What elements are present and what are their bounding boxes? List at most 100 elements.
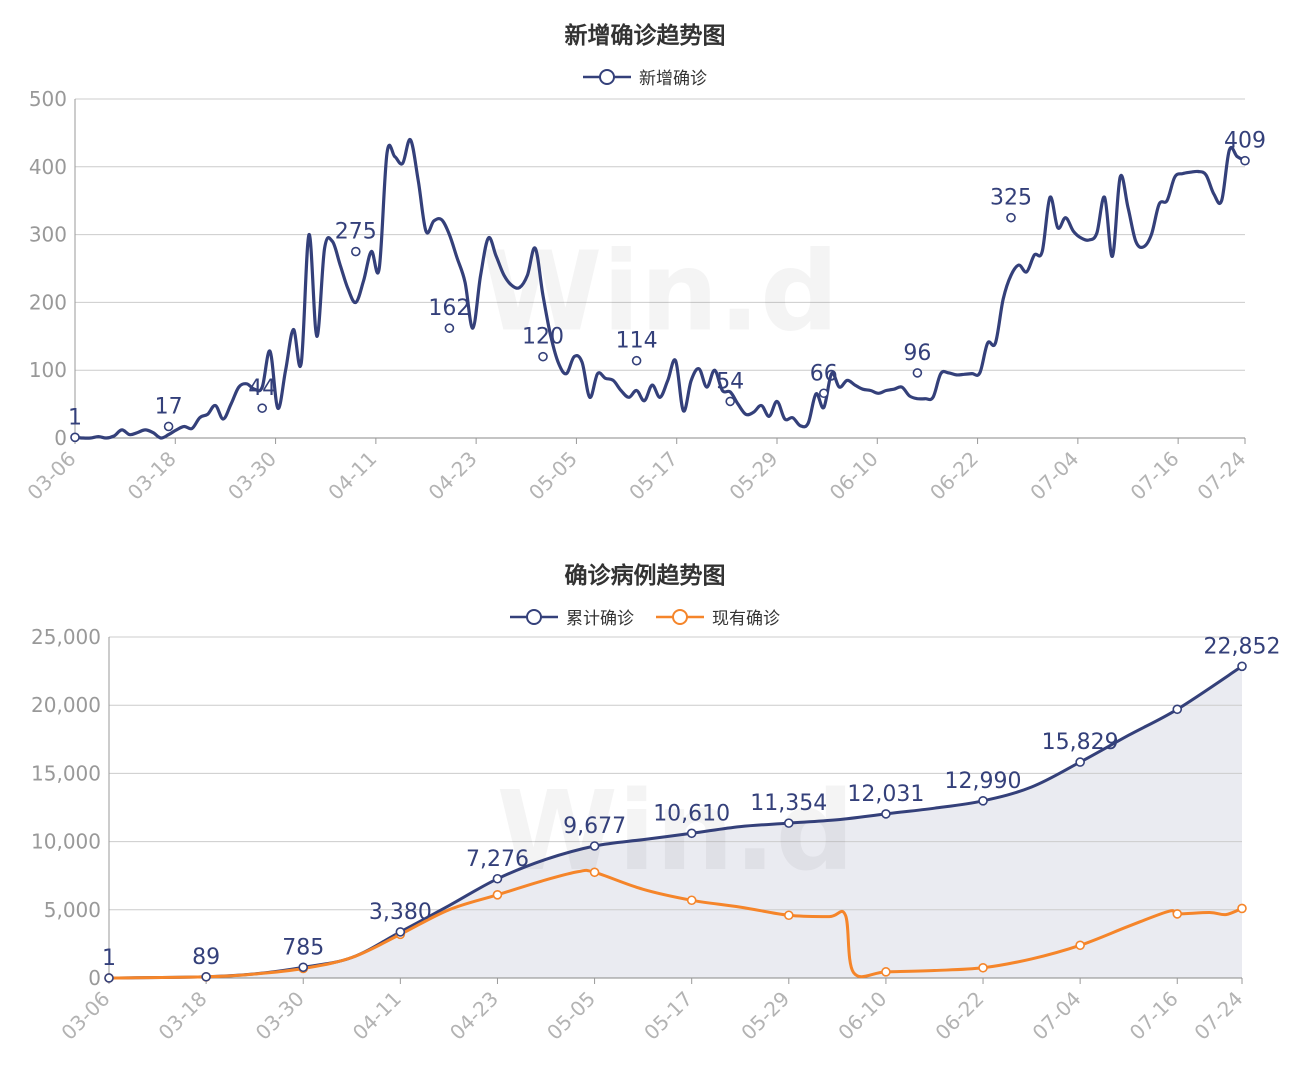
data-point-marker xyxy=(881,967,891,977)
y-tick-label: 5,000 xyxy=(44,898,101,922)
data-point-marker xyxy=(1237,903,1247,914)
x-tick-label: 03-18 xyxy=(154,987,212,1045)
data-point-marker xyxy=(1172,704,1183,715)
data-point-marker xyxy=(818,388,829,399)
watermark: Win.d xyxy=(481,228,839,356)
data-label: 409 xyxy=(1224,129,1266,154)
new-cases-chart-panel: 新增确诊趋势图 新增确诊 0 100 200 300 400 500 03-06 03-18 0… xyxy=(0,0,1290,530)
data-point-marker xyxy=(104,973,114,983)
y-tick-label: 20,000 xyxy=(31,693,101,717)
x-tick-label: 06-10 xyxy=(825,447,883,505)
data-point-marker xyxy=(1237,661,1247,672)
data-point-marker xyxy=(725,396,736,407)
x-tick-label: 07-24 xyxy=(1192,447,1250,505)
data-point-marker xyxy=(1172,909,1183,919)
new-cases-plot: 0 100 200 300 400 500 03-06 03-18 03-30 04-11 04-2… xyxy=(22,87,1266,505)
total-cases-plot: 0 5,000 10,000 15,000 20,000 25,000 03-06 03-18… xyxy=(31,625,1281,1045)
x-tick-label: 03-06 xyxy=(22,447,80,505)
data-point-marker xyxy=(589,841,600,851)
legend-label: 现有确诊 xyxy=(712,609,780,629)
y-tick-label: 100 xyxy=(29,358,67,382)
x-tick-label: 03-30 xyxy=(251,987,309,1045)
data-point-marker xyxy=(395,927,406,937)
data-point-marker xyxy=(163,421,174,432)
x-tick-label: 07-16 xyxy=(1125,987,1183,1045)
x-tick-label: 03-30 xyxy=(223,447,281,505)
legend-label: 累计确诊 xyxy=(566,609,634,629)
data-point-marker xyxy=(1240,155,1250,166)
data-label: 12,031 xyxy=(847,782,924,807)
data-label: 325 xyxy=(990,186,1032,211)
y-tick-label: 500 xyxy=(29,87,67,111)
data-label: 9,677 xyxy=(563,814,626,839)
x-tick-label: 06-22 xyxy=(925,447,983,505)
data-label: 17 xyxy=(155,394,183,419)
data-label: 96 xyxy=(903,341,931,366)
y-tick-label: 300 xyxy=(29,223,67,247)
data-point-marker xyxy=(350,246,361,257)
data-label: 22,852 xyxy=(1204,634,1281,659)
watermark: Win.d xyxy=(497,767,855,895)
data-label: 785 xyxy=(282,935,324,960)
data-point-marker xyxy=(631,355,642,366)
data-point-marker xyxy=(881,809,891,819)
legend-line-marker-icon xyxy=(583,68,631,85)
data-label: 1 xyxy=(102,946,116,971)
data-point-marker xyxy=(978,962,988,973)
x-tick-label: 06-10 xyxy=(833,987,891,1045)
data-point-marker xyxy=(1006,212,1016,223)
y-tick-label: 0 xyxy=(88,966,101,990)
data-point-marker xyxy=(912,368,923,378)
x-tick-label: 05-05 xyxy=(524,447,582,505)
legend-line-marker-icon xyxy=(510,608,558,625)
x-tick-label: 07-04 xyxy=(1025,447,1083,505)
data-label: 3,380 xyxy=(369,900,432,925)
total-cases-chart-panel: 确诊病例趋势图 累计确诊 现有确诊 0 5,000 10,000 15,000 20,0… xyxy=(0,540,1290,1071)
legend-line-marker-icon xyxy=(656,608,704,625)
legend-item-current[interactable]: 现有确诊 xyxy=(656,604,780,629)
legend-item-cumulative[interactable]: 累计确诊 xyxy=(510,604,634,629)
x-tick-label: 04-11 xyxy=(323,447,381,505)
data-label: 120 xyxy=(522,325,564,350)
x-tick-label: 03-18 xyxy=(123,447,181,505)
x-tick-label: 03-06 xyxy=(56,987,114,1045)
x-tick-label: 06-22 xyxy=(930,987,988,1045)
data-label: 66 xyxy=(810,361,838,386)
data-label: 7,276 xyxy=(466,847,529,872)
chart-legend[interactable]: 新增确诊 xyxy=(0,64,1290,89)
x-tick-label: 05-29 xyxy=(736,987,794,1045)
data-label: 12,990 xyxy=(945,769,1022,794)
y-tick-label: 10,000 xyxy=(31,830,101,854)
x-tick-label: 04-11 xyxy=(348,987,406,1045)
data-point-marker xyxy=(444,323,455,333)
data-point-marker xyxy=(589,867,600,878)
data-point-marker xyxy=(783,818,794,828)
y-tick-label: 0 xyxy=(54,426,67,450)
legend-item-new-cases[interactable]: 新增确诊 xyxy=(583,64,707,89)
data-point-marker xyxy=(492,889,503,900)
data-point-marker xyxy=(70,432,80,443)
data-point-marker xyxy=(298,962,309,973)
data-point-marker xyxy=(686,895,697,906)
data-label: 10,610 xyxy=(653,801,730,826)
data-label: 275 xyxy=(335,220,377,245)
data-label: 15,829 xyxy=(1042,730,1119,755)
y-tick-label: 400 xyxy=(29,155,67,179)
data-label: 11,354 xyxy=(750,791,827,816)
x-tick-label: 07-16 xyxy=(1126,447,1184,505)
data-point-marker xyxy=(201,971,211,982)
data-point-marker xyxy=(257,403,268,413)
y-tick-label: 15,000 xyxy=(31,761,101,785)
data-label: 44 xyxy=(248,376,276,401)
x-tick-label: 07-04 xyxy=(1028,987,1086,1045)
x-tick-label: 05-29 xyxy=(724,447,782,505)
data-point-marker xyxy=(1075,757,1085,767)
data-point-marker xyxy=(978,796,988,806)
series-line-new-cases xyxy=(74,138,1246,440)
data-point-marker xyxy=(686,828,697,839)
chart-legend[interactable]: 累计确诊 现有确诊 xyxy=(0,604,1290,629)
x-tick-label: 07-24 xyxy=(1189,987,1247,1045)
y-tick-label: 200 xyxy=(29,290,67,314)
data-label: 54 xyxy=(716,369,744,394)
data-point-marker xyxy=(1075,940,1085,951)
